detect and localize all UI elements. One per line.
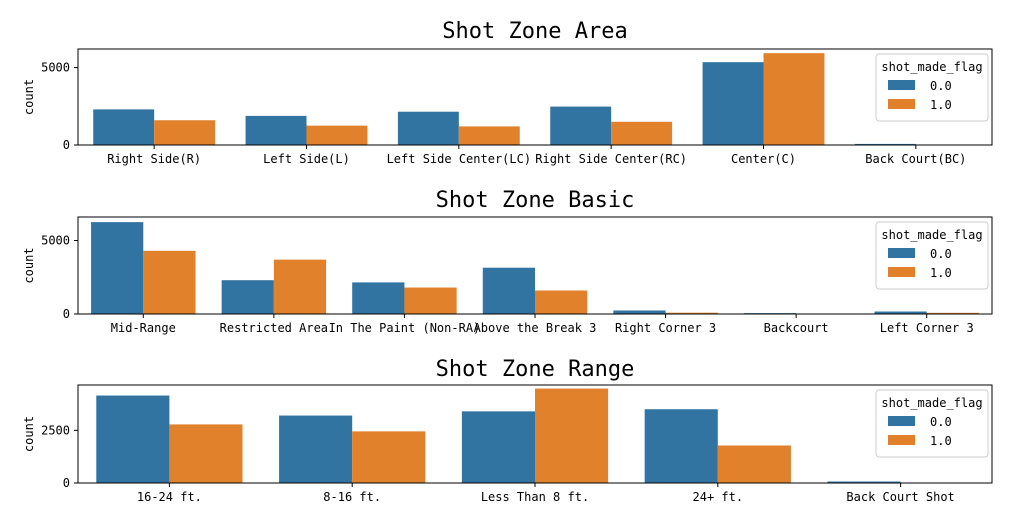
- x-tick-label: 8-16 ft.: [323, 490, 381, 504]
- bar-0.0-4: [827, 481, 901, 483]
- legend-label-1.0: 1.0: [930, 434, 952, 448]
- bar-0.0-3: [644, 409, 718, 483]
- chart-title: Shot Zone Basic: [436, 188, 635, 213]
- y-tick-label: 0: [63, 476, 70, 490]
- bar-0.0-5: [854, 143, 916, 145]
- bar-1.0-1: [352, 431, 426, 483]
- legend-swatch-1.0: [888, 99, 915, 109]
- x-tick-label: Right Side(R): [107, 152, 201, 166]
- y-axis-label: count: [22, 416, 36, 452]
- y-axis-label: count: [22, 79, 36, 115]
- bar-0.0-3: [550, 106, 612, 145]
- y-tick-label: 2500: [41, 423, 70, 437]
- legend: shot_made_flag 0.0 1.0: [875, 221, 989, 290]
- legend-label-0.0: 0.0: [930, 415, 952, 429]
- x-tick-label: Restricted Area: [220, 321, 328, 335]
- legend-title: shot_made_flag: [881, 396, 982, 410]
- x-tick-label: Mid-Range: [111, 321, 176, 335]
- bar-0.0-0: [91, 222, 144, 314]
- bar-1.0-4: [763, 53, 825, 145]
- bar-1.0-2: [404, 287, 457, 314]
- x-tick-label: Left Side Center(LC): [387, 152, 532, 166]
- legend-title: shot_made_flag: [881, 228, 982, 242]
- legend-label-0.0: 0.0: [930, 247, 952, 261]
- x-tick-label: Left Corner 3: [880, 321, 974, 335]
- legend-label-0.0: 0.0: [930, 79, 952, 93]
- bar-1.0-3: [611, 121, 673, 145]
- x-tick-label: Left Side(L): [263, 152, 350, 166]
- bar-0.0-1: [245, 115, 307, 145]
- chart-panel-3: Shot Zone Range 0 2500 16-24 ft. 8-16 ft. Les…: [22, 357, 993, 504]
- bar-1.0-0: [169, 424, 243, 483]
- bar-1.0-2: [535, 388, 609, 483]
- bar-1.0-4: [665, 312, 718, 314]
- chart-title: Shot Zone Range: [436, 357, 635, 382]
- bar-0.0-3: [482, 267, 535, 314]
- bar-0.0-4: [702, 62, 764, 146]
- bar-1.0-1: [273, 259, 327, 314]
- y-tick-label: 0: [63, 307, 70, 321]
- bar-1.0-0: [154, 120, 216, 145]
- y-axis-label: count: [22, 247, 36, 283]
- chart-panel-2: Shot Zone Basic 0 5000 Mid-Range Restricted …: [22, 188, 993, 335]
- x-tick-label: Back Court Shot: [846, 490, 954, 504]
- bar-0.0-6: [874, 311, 927, 314]
- bar-1.0-2: [458, 126, 520, 145]
- bar-1.0-3: [717, 445, 791, 483]
- bar-1.0-3: [535, 290, 588, 314]
- bar-0.0-0: [93, 109, 155, 145]
- y-tick-label: 0: [63, 138, 70, 152]
- bar-0.0-0: [96, 395, 170, 483]
- x-tick-label: Less Than 8 ft.: [481, 490, 589, 504]
- bar-0.0-2: [352, 282, 405, 314]
- bar-1.0-6: [926, 312, 979, 314]
- bar-1.0-0: [143, 250, 196, 314]
- bar-0.0-1: [221, 280, 274, 314]
- legend: shot_made_flag 0.0 1.0: [875, 53, 989, 122]
- x-tick-label: Above the Break 3: [474, 321, 597, 335]
- axes-frame: [77, 48, 993, 146]
- bar-0.0-2: [397, 111, 459, 145]
- y-tick-label: 5000: [41, 61, 70, 75]
- bar-1.0-1: [306, 125, 368, 145]
- chart-panel-1: Shot Zone Area 0 5000 Right Side(R) Left Sid…: [22, 19, 993, 166]
- legend-label-1.0: 1.0: [930, 98, 952, 112]
- x-tick-label: Backcourt: [764, 321, 829, 335]
- y-tick-label: 5000: [41, 234, 70, 248]
- legend-swatch-1.0: [888, 267, 915, 277]
- legend-label-1.0: 1.0: [930, 266, 952, 280]
- legend-swatch-1.0: [888, 435, 915, 445]
- x-tick-label: Center(C): [731, 152, 796, 166]
- chart-title: Shot Zone Area: [442, 19, 627, 44]
- legend-title: shot_made_flag: [881, 60, 982, 74]
- legend-swatch-0.0: [888, 80, 915, 90]
- legend-swatch-0.0: [888, 248, 915, 258]
- legend: shot_made_flag 0.0 1.0: [875, 389, 989, 458]
- x-tick-label: Right Side Center(RC): [535, 152, 687, 166]
- bar-0.0-4: [613, 310, 666, 314]
- x-tick-label: In The Paint (Non-RA): [329, 321, 481, 335]
- bar-0.0-2: [461, 411, 535, 483]
- x-tick-label: Back Court(BC): [865, 152, 966, 166]
- x-tick-label: 24+ ft.: [693, 490, 744, 504]
- legend-swatch-0.0: [888, 416, 915, 426]
- bar-0.0-1: [279, 415, 353, 483]
- x-tick-label: 16-24 ft.: [137, 490, 202, 504]
- x-tick-label: Right Corner 3: [615, 321, 716, 335]
